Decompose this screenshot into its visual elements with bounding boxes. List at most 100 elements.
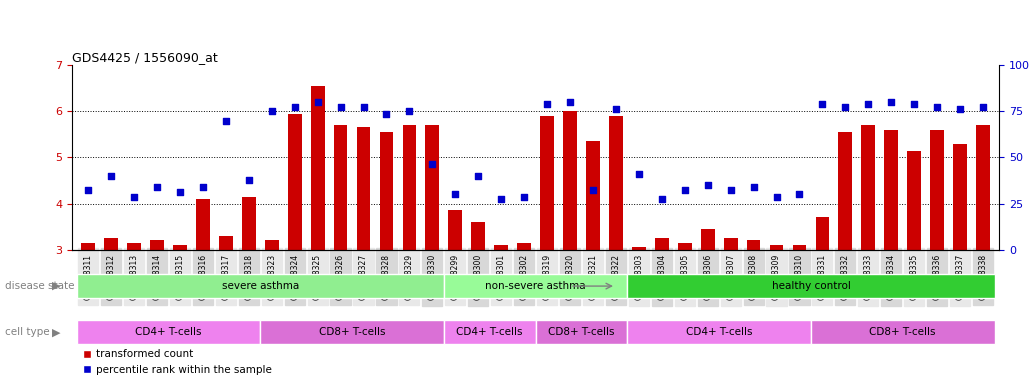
Point	[333, 104, 349, 110]
Point	[424, 161, 441, 167]
Bar	[632, 247, 646, 250]
Bar	[287, 114, 302, 250]
Point	[746, 184, 762, 190]
Point	[378, 111, 394, 117]
Bar	[678, 243, 691, 250]
Bar	[540, 116, 554, 250]
Bar	[838, 132, 852, 250]
Bar	[769, 245, 784, 250]
Text: CD4+ T-cells: CD4+ T-cells	[686, 327, 752, 337]
Point	[791, 191, 808, 197]
Bar	[907, 151, 921, 250]
Point	[80, 187, 97, 193]
Point	[217, 118, 234, 124]
Bar	[930, 130, 945, 250]
Bar	[472, 222, 485, 250]
Text: severe asthma: severe asthma	[221, 281, 299, 291]
Point	[837, 104, 854, 110]
Text: healthy control: healthy control	[771, 281, 851, 291]
Bar	[816, 217, 829, 250]
Text: CD4+ T-cells: CD4+ T-cells	[135, 327, 202, 337]
Text: non-severe asthma: non-severe asthma	[485, 281, 586, 291]
Point	[699, 182, 716, 188]
Point	[860, 101, 877, 108]
Bar	[494, 245, 508, 250]
Text: CD4+ T-cells: CD4+ T-cells	[456, 327, 523, 337]
Bar	[242, 197, 255, 250]
Text: CD8+ T-cells: CD8+ T-cells	[869, 327, 936, 337]
Point	[172, 189, 188, 195]
Bar	[196, 199, 210, 250]
Bar	[793, 245, 806, 250]
Bar	[425, 125, 439, 250]
Point	[929, 104, 946, 110]
Point	[447, 191, 464, 197]
Point	[883, 99, 899, 105]
Point	[906, 101, 923, 108]
Point	[493, 196, 510, 202]
Bar	[265, 240, 278, 250]
Point	[126, 194, 142, 200]
Point	[814, 101, 830, 108]
Bar	[563, 111, 577, 250]
FancyBboxPatch shape	[536, 320, 627, 344]
Text: CD8+ T-cells: CD8+ T-cells	[548, 327, 615, 337]
Text: ▶: ▶	[53, 281, 61, 291]
Point	[677, 187, 693, 193]
Point	[470, 173, 486, 179]
Bar	[885, 130, 898, 250]
Bar	[380, 132, 393, 250]
Text: GDS4425 / 1556090_at: GDS4425 / 1556090_at	[72, 51, 218, 64]
Point	[768, 194, 785, 200]
Point	[286, 104, 303, 110]
Bar	[403, 125, 416, 250]
Text: disease state: disease state	[5, 281, 74, 291]
Point	[195, 184, 211, 190]
Point	[103, 173, 119, 179]
Text: CD8+ T-cells: CD8+ T-cells	[319, 327, 385, 337]
FancyBboxPatch shape	[444, 274, 627, 298]
Bar	[655, 238, 668, 250]
Point	[241, 177, 258, 184]
Point	[561, 99, 578, 105]
FancyBboxPatch shape	[76, 320, 261, 344]
Bar	[104, 238, 118, 250]
Bar	[219, 236, 233, 250]
FancyBboxPatch shape	[261, 320, 444, 344]
Legend: transformed count, percentile rank within the sample: transformed count, percentile rank withi…	[77, 345, 276, 379]
Text: cell type: cell type	[5, 327, 49, 337]
Point	[630, 170, 647, 177]
Bar	[81, 243, 95, 250]
Bar	[953, 144, 967, 250]
Bar	[311, 86, 324, 250]
Bar	[609, 116, 623, 250]
Point	[952, 106, 968, 112]
Bar	[127, 243, 141, 250]
Point	[654, 196, 671, 202]
Bar	[356, 127, 371, 250]
FancyBboxPatch shape	[76, 274, 444, 298]
FancyBboxPatch shape	[627, 320, 811, 344]
Point	[585, 187, 602, 193]
Bar	[586, 141, 599, 250]
Point	[148, 184, 165, 190]
Bar	[724, 238, 737, 250]
Bar	[976, 125, 990, 250]
Bar	[334, 125, 347, 250]
Bar	[700, 229, 715, 250]
Point	[355, 104, 372, 110]
Point	[539, 101, 555, 108]
FancyBboxPatch shape	[811, 320, 995, 344]
FancyBboxPatch shape	[627, 274, 995, 298]
Point	[264, 108, 280, 114]
Point	[401, 108, 417, 114]
Bar	[517, 243, 531, 250]
Bar	[747, 240, 760, 250]
Bar	[173, 245, 186, 250]
Point	[309, 99, 325, 105]
Bar	[448, 210, 462, 250]
FancyBboxPatch shape	[444, 320, 536, 344]
Point	[608, 106, 624, 112]
Bar	[861, 125, 875, 250]
Bar	[150, 240, 164, 250]
